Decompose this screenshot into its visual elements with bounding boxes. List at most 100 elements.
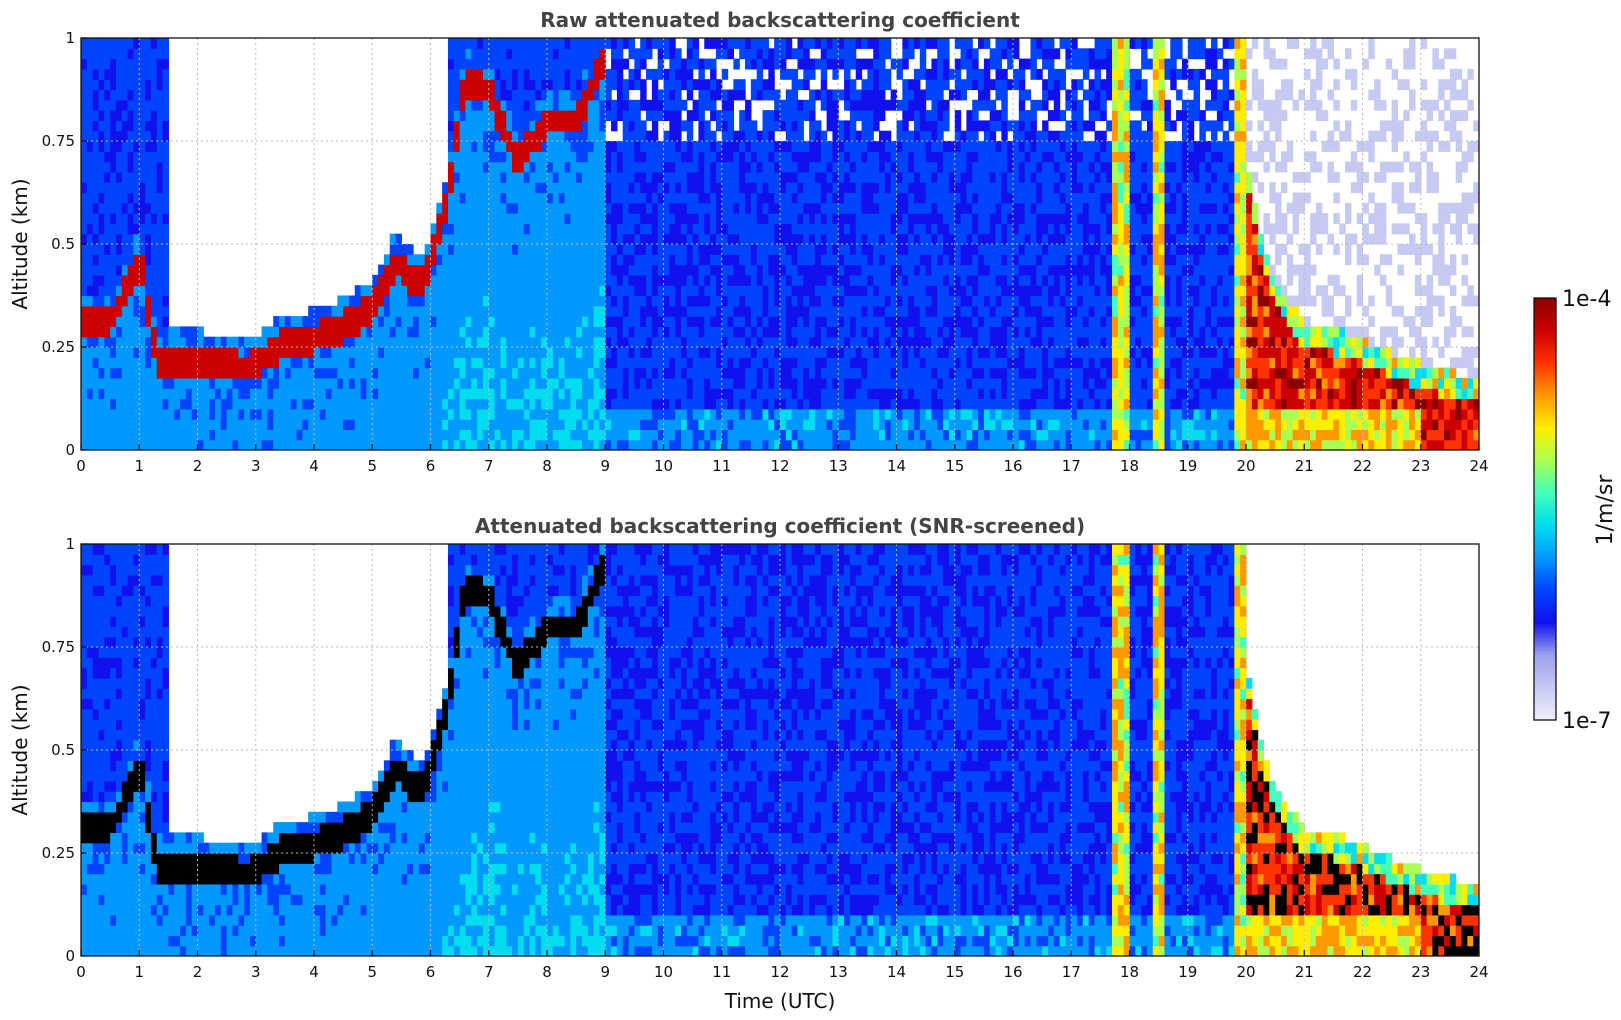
heatmap-cell — [121, 336, 129, 348]
heatmap-cell — [86, 68, 94, 80]
heatmap-cell — [908, 305, 915, 317]
heatmap-cell — [471, 439, 478, 450]
heatmap-cell — [162, 264, 169, 276]
heatmap-cell — [110, 439, 117, 450]
heatmap-cell — [145, 68, 152, 80]
heatmap-cell — [517, 295, 525, 307]
heatmap-cell — [739, 429, 746, 441]
heatmap-cell — [675, 233, 682, 245]
heatmap-cell — [698, 130, 705, 142]
heatmap-cell — [657, 326, 665, 338]
heatmap-cell — [535, 171, 542, 183]
heatmap-cell — [972, 285, 979, 297]
heatmap-cell — [727, 223, 734, 235]
heatmap-cell — [913, 68, 921, 80]
heatmap-cell — [651, 120, 659, 132]
heatmap-cell — [343, 439, 350, 450]
heatmap-cell — [890, 141, 898, 152]
heatmap-cell — [593, 285, 601, 297]
heatmap-cell — [477, 151, 484, 163]
heatmap-cell — [890, 326, 898, 338]
heatmap-cell — [331, 336, 338, 348]
heatmap-cell — [581, 244, 589, 255]
heatmap-cell — [255, 439, 263, 450]
heatmap-cell — [913, 233, 921, 245]
heatmap-cell — [663, 439, 670, 450]
heatmap-cell — [407, 244, 414, 255]
heatmap-cell — [774, 202, 781, 214]
heatmap-cell — [506, 182, 513, 194]
heatmap-cell — [814, 244, 822, 255]
heatmap-cell — [378, 439, 385, 450]
heatmap-cell — [110, 141, 117, 152]
heatmap-cell — [383, 377, 391, 389]
heatmap-cell — [512, 388, 519, 400]
heatmap-cell — [1001, 120, 1008, 132]
heatmap-cell — [669, 377, 676, 389]
heatmap-cell — [669, 326, 676, 338]
heatmap-cell — [348, 439, 356, 450]
heatmap-cell — [413, 357, 420, 369]
heatmap-cell — [680, 68, 688, 80]
heatmap-cell — [785, 254, 793, 266]
heatmap-cell — [908, 254, 915, 266]
heatmap-cell — [995, 377, 1002, 389]
heatmap-cell — [849, 285, 857, 297]
heatmap-cell — [785, 367, 793, 379]
heatmap-cell — [680, 120, 688, 132]
heatmap-cell — [884, 264, 892, 276]
heatmap-cell — [628, 68, 635, 80]
heatmap-cell — [220, 367, 228, 379]
heatmap-cell — [715, 141, 723, 152]
heatmap-cell — [261, 367, 268, 379]
heatmap-cell — [634, 295, 641, 307]
heatmap-cell — [995, 305, 1002, 317]
heatmap-cell — [98, 120, 105, 132]
heatmap-cell — [791, 295, 799, 307]
heatmap-cell — [733, 316, 740, 327]
heatmap-cell — [983, 295, 991, 307]
heatmap-cell — [733, 223, 740, 235]
heatmap-cell — [564, 367, 571, 379]
heatmap-cell — [715, 213, 723, 224]
heatmap-cell — [704, 38, 711, 49]
heatmap-cell — [494, 274, 501, 286]
heatmap-cell — [855, 408, 863, 420]
heatmap-cell — [616, 388, 624, 400]
heatmap-cell — [844, 367, 851, 379]
heatmap-cell — [121, 305, 129, 317]
heatmap-cell — [780, 99, 787, 111]
heatmap-cell — [523, 326, 531, 338]
heatmap-cell — [983, 141, 991, 152]
heatmap-cell — [81, 316, 88, 327]
heatmap-cell — [657, 285, 665, 297]
heatmap-cell — [413, 419, 420, 430]
heatmap-cell — [121, 202, 129, 214]
heatmap-cell — [150, 182, 158, 194]
heatmap-cell — [465, 213, 472, 224]
heatmap-cell — [879, 439, 886, 450]
heatmap-cell — [721, 202, 729, 214]
heatmap-cell — [529, 38, 536, 49]
heatmap-cell — [413, 347, 420, 358]
heatmap-cell — [733, 347, 740, 358]
heatmap-cell — [581, 264, 589, 276]
heatmap-cell — [943, 285, 950, 297]
heatmap-cell — [535, 233, 542, 245]
heatmap-cell — [622, 99, 630, 111]
heatmap-cell — [517, 233, 525, 245]
heatmap-cell — [133, 202, 140, 214]
heatmap-cell — [564, 161, 571, 173]
heatmap-cell — [81, 357, 88, 369]
heatmap-cell — [634, 326, 641, 338]
heatmap-cell — [500, 213, 507, 224]
heatmap-cell — [966, 316, 973, 327]
heatmap-cell — [622, 89, 630, 101]
heatmap-cell — [104, 388, 111, 400]
heatmap-cell — [768, 130, 775, 142]
heatmap-cell — [978, 398, 985, 410]
heatmap-cell — [622, 151, 630, 163]
heatmap-cell — [902, 89, 909, 101]
heatmap-cell — [284, 336, 292, 348]
heatmap-cell — [873, 347, 880, 358]
